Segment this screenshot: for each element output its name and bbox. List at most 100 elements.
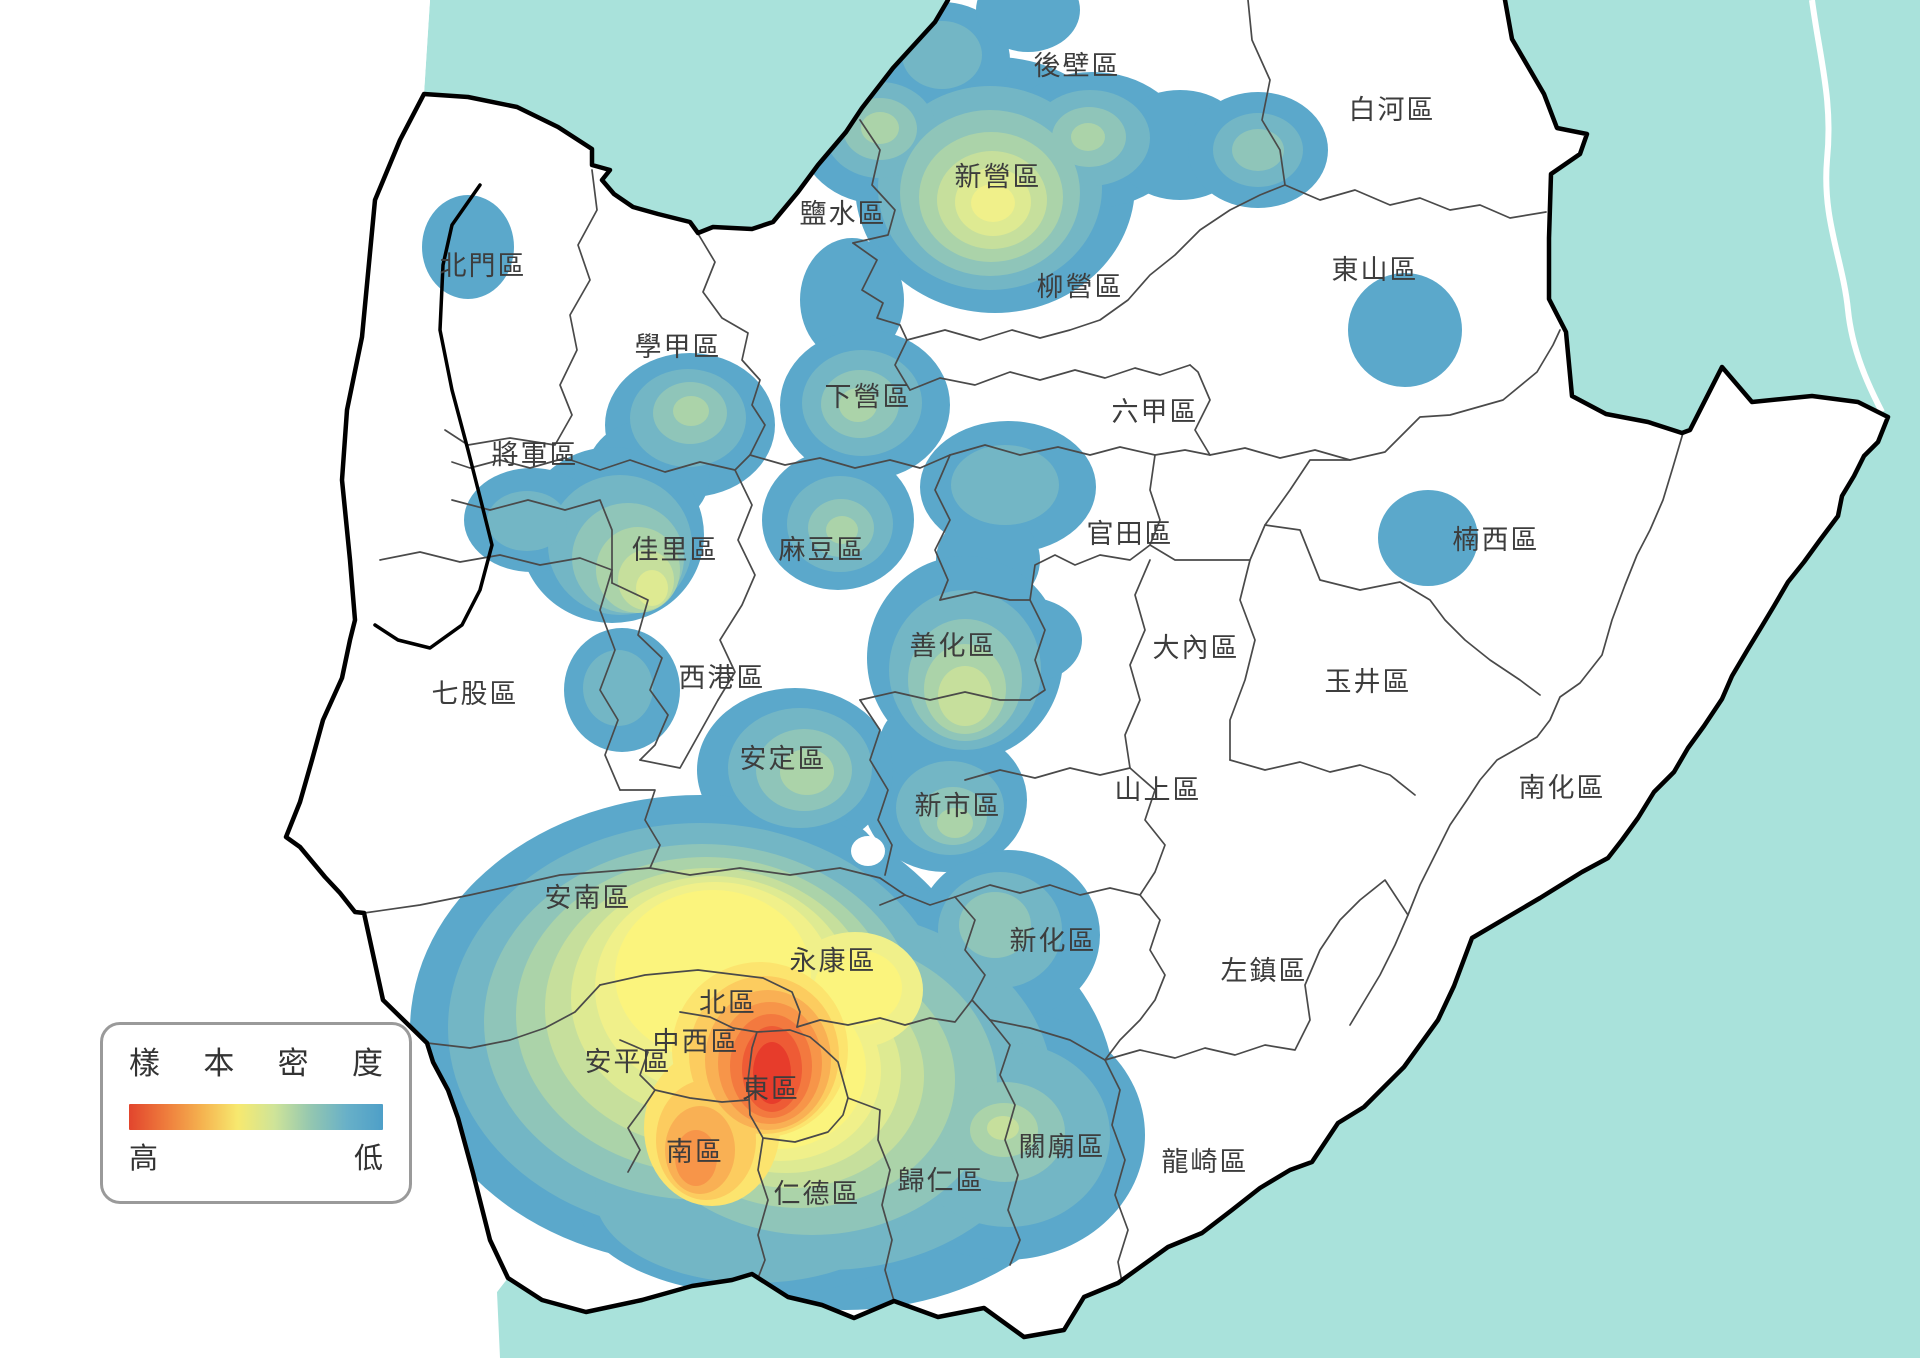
district-label: 歸仁區 bbox=[898, 1166, 985, 1197]
district-label: 新市區 bbox=[915, 791, 1002, 822]
district-border-line bbox=[1104, 879, 1409, 1061]
district-border-line bbox=[1247, 0, 1286, 186]
district-label: 官田區 bbox=[1087, 519, 1174, 550]
district-border-line bbox=[1229, 759, 1416, 796]
density-contours bbox=[410, 0, 1478, 1310]
district-border-line bbox=[939, 591, 1046, 701]
district-border-line bbox=[1264, 524, 1541, 696]
district-border-line bbox=[599, 569, 621, 791]
district-border-line bbox=[1104, 1059, 1129, 1283]
district-label: 安南區 bbox=[545, 883, 632, 914]
district-border-line bbox=[619, 1039, 656, 1173]
legend-title-char: 本 bbox=[203, 1046, 235, 1082]
density-contour bbox=[636, 570, 668, 606]
district-label: 龍崎區 bbox=[1162, 1147, 1249, 1178]
density-contour bbox=[839, 388, 877, 422]
county-coastline bbox=[283, 0, 1891, 1340]
density-contour bbox=[987, 1116, 1019, 1140]
west-offshore-white bbox=[0, 0, 508, 1358]
district-label: 大內區 bbox=[1153, 633, 1240, 664]
district-border-line bbox=[619, 789, 661, 869]
district-border-line bbox=[1209, 329, 1561, 461]
district-label: 仁德區 bbox=[774, 1179, 861, 1210]
district-border-line bbox=[717, 469, 756, 701]
district-label: 善化區 bbox=[910, 631, 997, 662]
legend-high-label: 高 bbox=[129, 1141, 159, 1175]
district-border-line bbox=[1189, 364, 1211, 456]
district-border-line bbox=[426, 984, 601, 1049]
district-border-line bbox=[852, 242, 911, 391]
district-label: 後壁區 bbox=[1034, 51, 1121, 82]
sea-east-south bbox=[497, 0, 1920, 1358]
district-border-line bbox=[444, 169, 598, 446]
density-contour bbox=[826, 516, 858, 544]
district-border-line bbox=[679, 1011, 758, 1033]
density-contour bbox=[780, 749, 834, 795]
district-label: 左鎮區 bbox=[1221, 956, 1308, 987]
district-label: 安定區 bbox=[740, 744, 827, 775]
district-border-line bbox=[451, 499, 613, 584]
district-border-line bbox=[859, 691, 1031, 701]
district-border-line bbox=[964, 767, 1131, 781]
district-border-line bbox=[906, 184, 1286, 341]
district-border-line bbox=[749, 454, 951, 469]
legend-title: 樣 本 密 度 bbox=[129, 1049, 383, 1080]
legend-end-labels: 高 低 bbox=[129, 1144, 383, 1173]
district-border-line bbox=[599, 969, 801, 1028]
lagoon-inner-shore bbox=[373, 183, 494, 650]
legend-low-label: 低 bbox=[353, 1141, 383, 1175]
density-contour bbox=[938, 666, 992, 726]
density-hole bbox=[851, 836, 885, 866]
district-border-line bbox=[847, 1097, 895, 1302]
district-label: 南區 bbox=[666, 1137, 724, 1168]
district-border-line bbox=[379, 551, 613, 571]
district-border-line bbox=[989, 1019, 1106, 1061]
density-contour bbox=[1348, 273, 1462, 387]
district-label: 新營區 bbox=[955, 162, 1042, 193]
district-label: 永康區 bbox=[790, 946, 877, 977]
density-contour bbox=[675, 1130, 717, 1186]
district-border-line bbox=[1349, 432, 1684, 1026]
district-border-line bbox=[852, 119, 896, 244]
district-label: 北門區 bbox=[440, 251, 527, 282]
district-label: 七股區 bbox=[432, 679, 519, 710]
density-contour bbox=[1071, 123, 1105, 151]
district-border-line bbox=[1104, 894, 1166, 1061]
district-border-line bbox=[639, 699, 719, 769]
district-label: 北區 bbox=[699, 988, 757, 1019]
district-border-line bbox=[611, 582, 669, 761]
district-label: 楠西區 bbox=[1453, 525, 1540, 556]
district-label: 學甲區 bbox=[635, 332, 722, 363]
district-label: 下營區 bbox=[825, 382, 912, 413]
district-label: 玉井區 bbox=[1325, 667, 1412, 698]
district-label: 東區 bbox=[742, 1074, 800, 1105]
density-contour bbox=[971, 184, 1015, 222]
district-border-line bbox=[954, 884, 1141, 898]
district-border-line bbox=[796, 999, 973, 1028]
district-label: 鹽水區 bbox=[800, 199, 887, 230]
legend-box: 樣 本 密 度 高 低 bbox=[100, 1022, 412, 1204]
district-border-line bbox=[954, 896, 991, 1021]
district-border-line bbox=[859, 699, 893, 876]
district-label: 將軍區 bbox=[492, 440, 579, 471]
density-contour bbox=[753, 1042, 791, 1104]
district-border-line bbox=[696, 231, 766, 471]
district-label: 中西區 bbox=[653, 1027, 740, 1058]
sea-northwest bbox=[424, 0, 948, 233]
density-contour bbox=[959, 892, 1031, 958]
district-label: 佳里區 bbox=[632, 535, 719, 566]
district-label: 新化區 bbox=[1010, 926, 1097, 957]
district-border-line bbox=[1284, 184, 1547, 219]
district-label: 安平區 bbox=[585, 1047, 672, 1078]
district-border-line bbox=[1124, 559, 1151, 769]
density-contour bbox=[861, 112, 899, 144]
district-border-line bbox=[909, 364, 1191, 391]
density-contour bbox=[1232, 129, 1284, 171]
district-border-line bbox=[747, 1029, 849, 1143]
density-contour bbox=[951, 445, 1059, 525]
district-border-line bbox=[1029, 454, 1161, 601]
district-label: 麻豆區 bbox=[779, 535, 866, 566]
district-label: 西港區 bbox=[679, 663, 766, 694]
